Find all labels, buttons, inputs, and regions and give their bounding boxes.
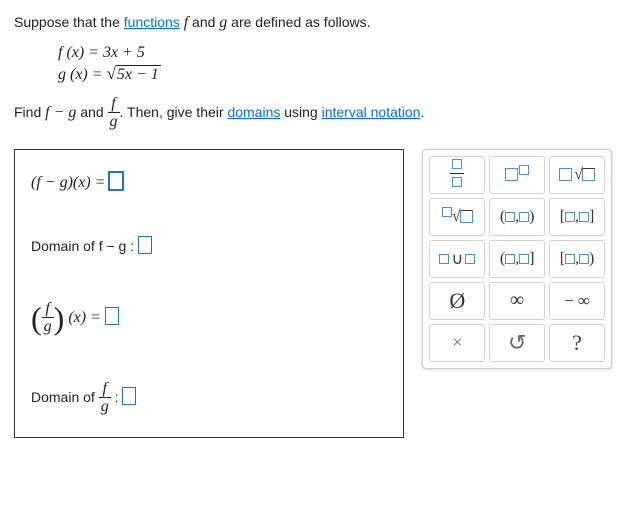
neg-infinity-button[interactable]: − ∞ [549,282,605,320]
label-pre: Domain of [31,389,99,405]
paren-left-icon: ( [31,300,42,336]
text: and [188,14,219,30]
text: Find [14,104,45,120]
intro-sentence: Suppose that the functions f and g are d… [14,14,612,32]
radicand: 5x − 1 [116,65,161,83]
union-button[interactable]: ∪ [429,240,485,278]
input-domain-foverg[interactable] [122,387,136,405]
denominator: g [108,113,120,131]
f-over-g-small2: fg [99,381,111,416]
f-over-g-small: fg [42,301,54,336]
row-fmg-x: (f − g)(x) = [15,150,403,214]
open-interval-button[interactable]: (,) [489,198,545,236]
f-minus-g: f − g [45,104,76,121]
label: Domain of f − g : [31,238,138,254]
numerator: f [108,96,120,113]
g-def: g (x) = 5x − 1 [58,64,612,84]
math-keypad: √ √ (,) [,] ∪ (,] [,) Ø ∞ − ∞ [422,149,612,369]
f-def-text: f (x) = 3x + 5 [58,44,145,61]
clear-button[interactable]: × [429,324,485,362]
label: (x) = [68,309,105,326]
sqrt-icon: 5x − 1 [107,64,161,84]
text: . [420,104,424,120]
text: are defined as follows. [227,14,370,30]
closed-interval-button[interactable]: [,] [549,198,605,236]
empty-set-icon: Ø [449,288,465,314]
input-fmg[interactable] [109,172,123,190]
text: using [280,104,321,120]
help-icon: ? [572,330,582,356]
text: Suppose that the [14,14,124,30]
input-domain-fmg[interactable] [138,236,152,254]
f-over-g: fg [108,96,120,131]
infinity-button[interactable]: ∞ [489,282,545,320]
functions-link[interactable]: functions [124,14,180,30]
denominator: g [42,318,54,336]
paren-right-icon: ) [54,300,65,336]
task-line: Find f − g and fg. Then, give their doma… [14,96,612,131]
label-post: : [111,389,123,405]
text: . Then, give their [120,104,228,120]
help-button[interactable]: ? [549,324,605,362]
infinity-icon: ∞ [510,289,524,312]
text: and [76,104,107,120]
times-icon: × [452,332,462,353]
definitions: f (x) = 3x + 5 g (x) = 5x − 1 [58,42,612,84]
label: (f − g)(x) = [31,174,109,191]
redo-button[interactable]: ↺ [489,324,545,362]
neg-infinity-icon: − ∞ [564,291,590,311]
empty-set-button[interactable]: Ø [429,282,485,320]
exponent-button[interactable] [489,156,545,194]
row-foverg-x: (fg) (x) = [15,278,403,359]
fraction-button[interactable] [429,156,485,194]
half-open-right-button[interactable]: (,] [489,240,545,278]
numerator: f [42,301,54,318]
interval-notation-link[interactable]: interval notation [322,104,421,120]
denominator: g [99,398,111,416]
numerator: f [99,381,111,398]
input-foverg[interactable] [105,307,119,325]
f-def: f (x) = 3x + 5 [58,42,612,62]
redo-icon: ↺ [508,330,526,356]
half-open-left-button[interactable]: [,) [549,240,605,278]
row-domain-fmg: Domain of f − g : [15,214,403,278]
answer-box: (f − g)(x) = Domain of f − g : (fg) (x) … [14,149,404,439]
sqrt-button[interactable]: √ [549,156,605,194]
g-def-lhs: g (x) = [58,66,107,83]
domains-link[interactable]: domains [227,104,280,120]
row-domain-foverg: Domain of fg : [15,359,403,438]
nth-root-button[interactable]: √ [429,198,485,236]
